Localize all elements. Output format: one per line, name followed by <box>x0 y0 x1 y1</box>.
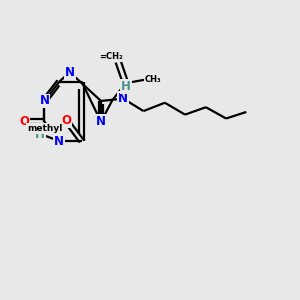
Text: H: H <box>121 80 130 93</box>
Text: N: N <box>96 115 106 128</box>
Text: O: O <box>61 114 71 127</box>
Text: methyl: methyl <box>27 124 62 133</box>
Text: N: N <box>54 135 64 148</box>
Text: N: N <box>40 94 50 107</box>
Text: N: N <box>118 92 128 105</box>
Text: O: O <box>19 115 29 128</box>
Text: N: N <box>65 66 75 79</box>
Text: CH₃: CH₃ <box>145 75 162 84</box>
Text: H: H <box>35 128 45 141</box>
Text: =CH₂: =CH₂ <box>99 52 123 61</box>
